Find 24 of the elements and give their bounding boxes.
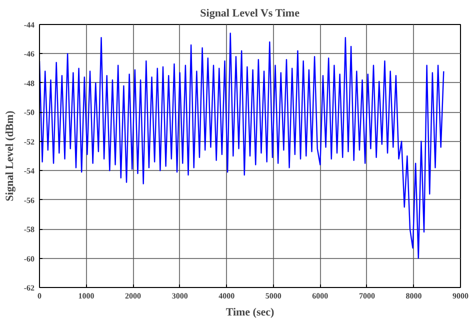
y-tick-label: -56 <box>24 196 35 205</box>
y-tick-label: -60 <box>24 254 35 264</box>
y-tick-label: -58 <box>24 225 35 234</box>
x-tick-label: 4000 <box>218 292 235 300</box>
y-tick-label: -54 <box>24 166 35 176</box>
y-tick-label: -62 <box>24 284 35 292</box>
y-axis-title: Signal Level (dBm) <box>4 110 16 202</box>
y-tick-label: -48 <box>24 78 35 88</box>
y-tick-label: -50 <box>24 108 35 118</box>
x-tick-label: 5000 <box>265 292 282 300</box>
y-tick-label: -52 <box>24 137 35 146</box>
x-tick-label: 8000 <box>406 292 422 300</box>
x-tick-label: 9000 <box>452 292 468 300</box>
x-axis-title: Time (sec) <box>226 306 275 318</box>
x-tick-label: 1000 <box>78 292 94 300</box>
x-tick-label: 3000 <box>172 292 188 300</box>
x-tick-label: 7000 <box>358 292 375 300</box>
y-tick-label: -44 <box>24 20 35 30</box>
x-tick-label: 2000 <box>125 292 142 300</box>
chart-title: Signal Level Vs Time <box>200 8 300 20</box>
line-series <box>40 32 444 259</box>
x-tick-label: 6000 <box>312 292 328 300</box>
x-tick-label: 0 <box>38 292 42 300</box>
y-tick-label: -46 <box>24 50 35 59</box>
